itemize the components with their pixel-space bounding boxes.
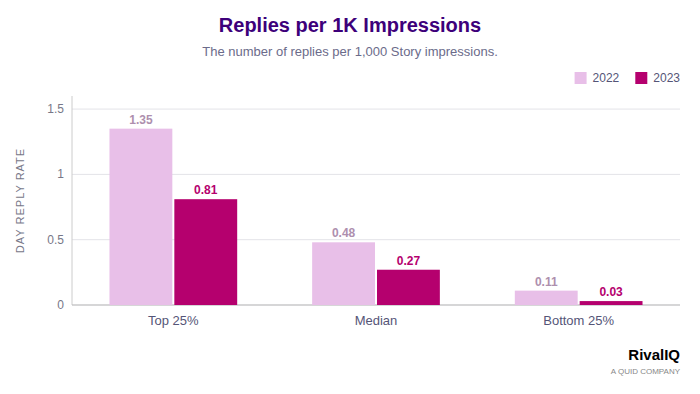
y-axis-line — [72, 96, 73, 305]
logo-text: RivalIQ — [628, 346, 680, 363]
bars — [109, 129, 642, 305]
bar — [580, 301, 643, 305]
legend-swatch — [575, 72, 587, 84]
bar — [515, 291, 578, 305]
y-tick-label: 0 — [57, 298, 64, 312]
x-tick-label: Bottom 25% — [543, 313, 614, 328]
bar — [377, 270, 440, 305]
data-label: 0.03 — [599, 285, 623, 299]
y-tick-label: 1 — [57, 167, 64, 181]
legend: 2023 2022 — [575, 71, 681, 85]
y-tick-label: 1.5 — [47, 102, 64, 116]
logo: RivalIQ A QUID COMPANY — [611, 346, 681, 376]
y-tick-label: 0.5 — [47, 233, 64, 247]
legend-label: 2022 — [593, 71, 620, 85]
logo-subtext: A QUID COMPANY — [611, 367, 681, 376]
data-label: 0.81 — [194, 183, 218, 197]
title: Replies per 1K Impressions — [219, 14, 481, 36]
subtitle: The number of replies per 1,000 Story im… — [202, 44, 498, 59]
data-label: 0.27 — [397, 254, 421, 268]
x-tick-label: Top 25% — [148, 313, 199, 328]
grid-line — [72, 109, 680, 110]
data-label: 1.35 — [129, 113, 153, 127]
chart: Replies per 1K Impressions The number of … — [0, 0, 700, 394]
legend-label: 2023 — [653, 71, 680, 85]
bar — [174, 199, 237, 305]
bar — [312, 242, 375, 305]
y-axis-label: DAY REPLY RATE — [14, 148, 26, 253]
y-axis: 0 0.5 1 1.5 — [47, 96, 680, 312]
legend-swatch — [635, 72, 647, 84]
x-tick-label: Median — [355, 313, 398, 328]
data-label: 0.48 — [332, 226, 356, 240]
bar — [109, 129, 172, 305]
data-labels: 1.35 0.81 0.48 0.27 0.11 0.03 — [129, 113, 623, 299]
data-label: 0.11 — [535, 275, 558, 289]
